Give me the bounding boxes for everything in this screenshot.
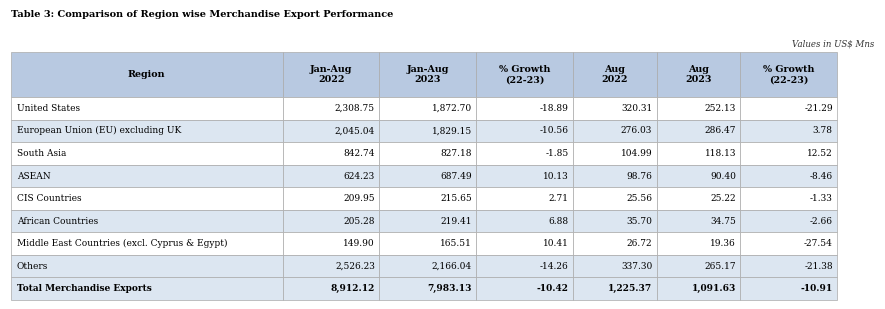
Text: 1,829.15: 1,829.15 [432, 126, 472, 135]
Text: 209.95: 209.95 [343, 194, 375, 203]
Text: -10.56: -10.56 [540, 126, 568, 135]
Text: Table 3: Comparison of Region wise Merchandise Export Performance: Table 3: Comparison of Region wise Merch… [11, 10, 393, 19]
Text: Jan-Aug
2023: Jan-Aug 2023 [406, 65, 449, 84]
Text: Region: Region [128, 70, 165, 79]
Text: African Countries: African Countries [17, 217, 98, 226]
Text: -27.54: -27.54 [804, 239, 833, 248]
Text: % Growth
(22-23): % Growth (22-23) [763, 65, 814, 84]
Text: 165.51: 165.51 [440, 239, 472, 248]
Text: 1,872.70: 1,872.70 [432, 104, 472, 113]
Text: 149.90: 149.90 [343, 239, 375, 248]
Text: Middle East Countries (excl. Cyprus & Egypt): Middle East Countries (excl. Cyprus & Eg… [17, 239, 227, 248]
Text: 118.13: 118.13 [704, 149, 736, 158]
Text: 624.23: 624.23 [343, 171, 375, 180]
Text: 2,308.75: 2,308.75 [335, 104, 375, 113]
Text: 12.52: 12.52 [807, 149, 833, 158]
Text: -10.42: -10.42 [536, 284, 568, 293]
Text: 35.70: 35.70 [627, 217, 652, 226]
Text: 215.65: 215.65 [440, 194, 472, 203]
Text: Values in US$ Mns: Values in US$ Mns [792, 40, 874, 49]
Text: 337.30: 337.30 [621, 262, 652, 271]
Text: Others: Others [17, 262, 48, 271]
Text: -21.38: -21.38 [804, 262, 833, 271]
Text: 90.40: 90.40 [710, 171, 736, 180]
Text: 2,045.04: 2,045.04 [335, 126, 375, 135]
Text: 205.28: 205.28 [343, 217, 375, 226]
Text: % Growth
(22-23): % Growth (22-23) [499, 65, 550, 84]
Text: 276.03: 276.03 [621, 126, 652, 135]
Text: -1.33: -1.33 [810, 194, 833, 203]
Text: -2.66: -2.66 [810, 217, 833, 226]
Text: South Asia: South Asia [17, 149, 66, 158]
Text: 104.99: 104.99 [620, 149, 652, 158]
Text: -21.29: -21.29 [804, 104, 833, 113]
Text: 7,983.13: 7,983.13 [427, 284, 472, 293]
Text: -8.46: -8.46 [810, 171, 833, 180]
Text: 2,166.04: 2,166.04 [432, 262, 472, 271]
Text: United States: United States [17, 104, 80, 113]
Text: 827.18: 827.18 [440, 149, 472, 158]
Text: 25.22: 25.22 [711, 194, 736, 203]
Text: 3.78: 3.78 [812, 126, 833, 135]
Text: European Union (EU) excluding UK: European Union (EU) excluding UK [17, 126, 181, 135]
Text: 687.49: 687.49 [440, 171, 472, 180]
Text: Aug
2022: Aug 2022 [602, 65, 628, 84]
Text: Total Merchandise Exports: Total Merchandise Exports [17, 284, 151, 293]
Text: 219.41: 219.41 [440, 217, 472, 226]
Text: 34.75: 34.75 [710, 217, 736, 226]
Text: 252.13: 252.13 [704, 104, 736, 113]
Text: CIS Countries: CIS Countries [17, 194, 81, 203]
Text: 10.41: 10.41 [543, 239, 568, 248]
Text: Aug
2023: Aug 2023 [685, 65, 712, 84]
Text: 26.72: 26.72 [627, 239, 652, 248]
Text: 98.76: 98.76 [627, 171, 652, 180]
Text: 842.74: 842.74 [343, 149, 375, 158]
Text: ASEAN: ASEAN [17, 171, 50, 180]
Text: 1,225.37: 1,225.37 [608, 284, 652, 293]
Text: 286.47: 286.47 [704, 126, 736, 135]
Text: 1,091.63: 1,091.63 [692, 284, 736, 293]
Text: Jan-Aug
2022: Jan-Aug 2022 [310, 65, 352, 84]
Text: 19.36: 19.36 [711, 239, 736, 248]
Text: -1.85: -1.85 [545, 149, 568, 158]
Text: 10.13: 10.13 [543, 171, 568, 180]
Text: -14.26: -14.26 [540, 262, 568, 271]
Text: 265.17: 265.17 [704, 262, 736, 271]
Text: 2.71: 2.71 [549, 194, 568, 203]
Text: 6.88: 6.88 [549, 217, 568, 226]
Text: -18.89: -18.89 [540, 104, 568, 113]
Text: -10.91: -10.91 [801, 284, 833, 293]
Text: 2,526.23: 2,526.23 [335, 262, 375, 271]
Text: 25.56: 25.56 [627, 194, 652, 203]
Text: 320.31: 320.31 [621, 104, 652, 113]
Text: 8,912.12: 8,912.12 [331, 284, 375, 293]
